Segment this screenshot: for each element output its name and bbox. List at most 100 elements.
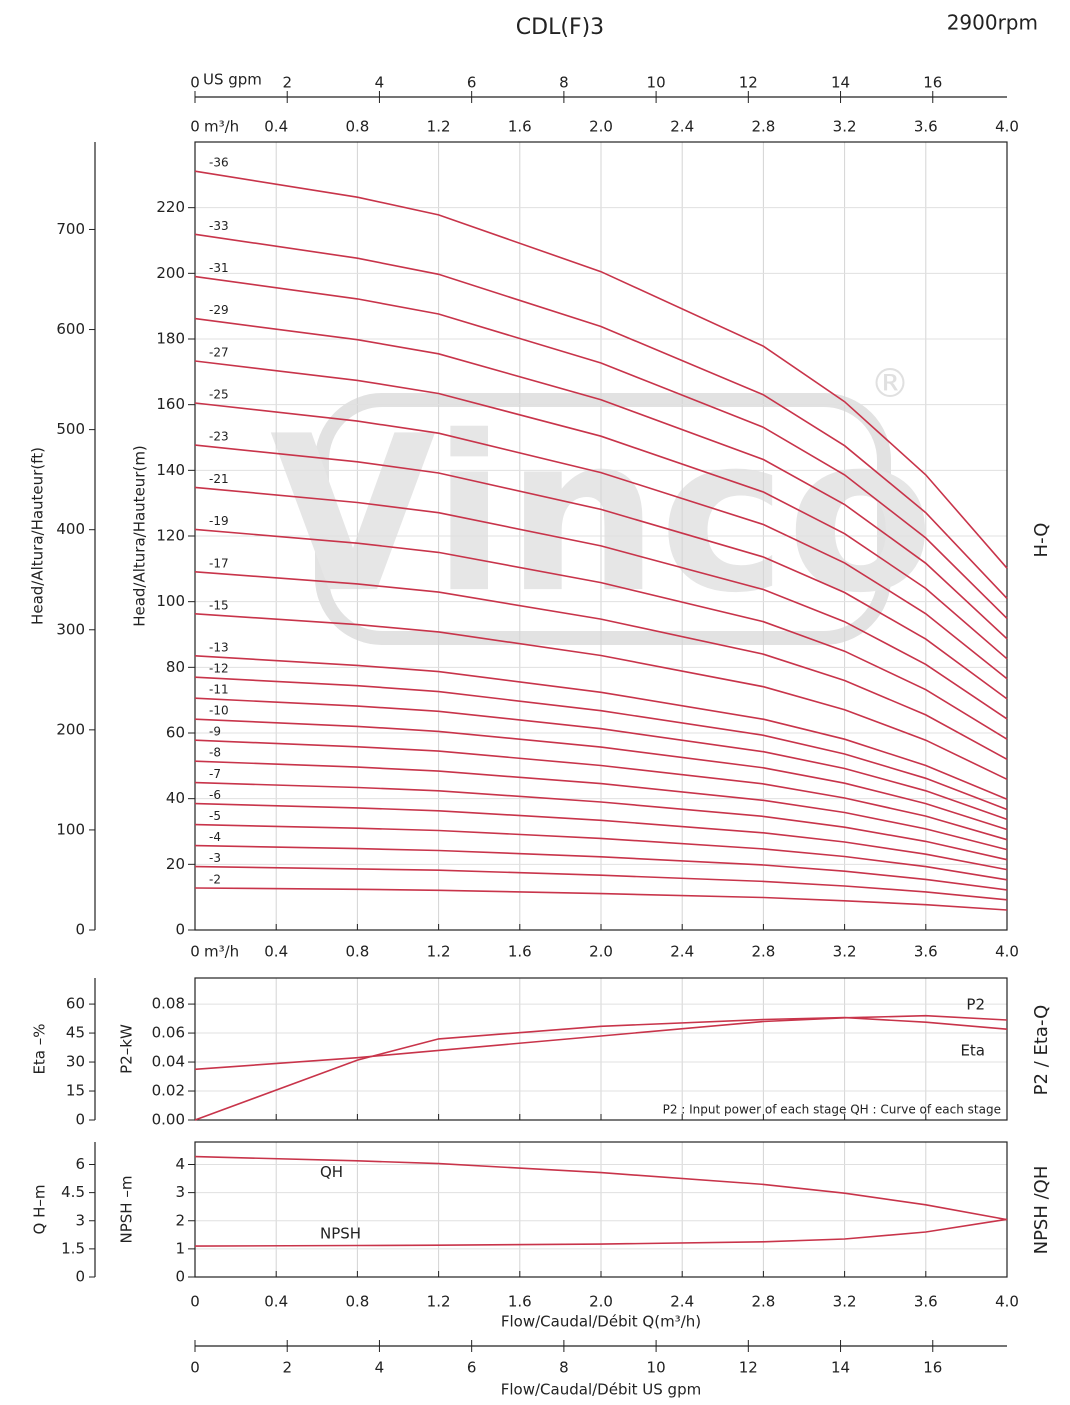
y-tick-label: 60 [166, 724, 185, 742]
x-tick-label: 3.2 [833, 1293, 857, 1311]
series-label: -31 [209, 261, 229, 275]
x-tick-label: 0.8 [345, 1293, 369, 1311]
series-label: -21 [209, 472, 229, 486]
series-label: -27 [209, 345, 229, 359]
x-tick-label: 4.0 [995, 1293, 1019, 1311]
series-label: -6 [209, 788, 221, 802]
series-label: -29 [209, 303, 229, 317]
curve [194, 718, 1008, 831]
y-tick-label: 3 [175, 1183, 185, 1201]
x2-tick-label: 12 [739, 74, 758, 92]
x2-tick-label: 8 [559, 1359, 569, 1377]
series-label: -8 [209, 746, 221, 760]
x-tick-label: 2.8 [751, 943, 775, 961]
series-label: -17 [209, 556, 229, 570]
x2-tick-label: 10 [647, 1359, 666, 1377]
x2-tick-label: 2 [282, 74, 292, 92]
curve [194, 865, 1008, 901]
series-label: -3 [209, 851, 221, 865]
y2-axis-label: Head/Altura/Hauteur(ft) [29, 447, 47, 625]
y-tick-label: 20 [166, 855, 185, 873]
y2-tick-label: 200 [56, 720, 85, 738]
y-tick-label: 140 [156, 461, 185, 479]
curve [194, 571, 1008, 761]
x-tick-label: 0 [190, 1293, 200, 1311]
y-tick-label: 80 [166, 658, 185, 676]
x-tick-label: 0.4 [264, 1293, 288, 1311]
plot-frame [194, 141, 1008, 931]
y2-tick-label: 600 [56, 320, 85, 338]
y2-tick-label: 0 [75, 1111, 85, 1129]
y2-axis-label: Q H–m [31, 1185, 49, 1235]
speed: 2900rpm [947, 11, 1038, 35]
x-tick-label: 3.2 [833, 943, 857, 961]
y2-tick-label: 400 [56, 520, 85, 538]
x2-tick-label: 8 [559, 74, 569, 92]
x-tick-label: 3.6 [914, 943, 938, 961]
x2-tick-label: 4 [375, 1359, 385, 1377]
series-label: -11 [209, 683, 229, 697]
curve [194, 486, 1008, 720]
x-tick-label: 0 [190, 943, 200, 961]
x-tick-label: 3.2 [833, 118, 857, 136]
section-label: H-Q [1031, 523, 1052, 558]
series-label: -9 [209, 725, 221, 739]
x2-tick-label: 0 [190, 1359, 200, 1377]
x2-tick-label: 6 [467, 74, 477, 92]
curve [194, 1155, 1008, 1221]
x-tick-label: 0.4 [264, 943, 288, 961]
series-label: -36 [209, 156, 229, 170]
section-label: NPSH /QH [1031, 1166, 1052, 1255]
series-label: -33 [209, 219, 229, 233]
y2-tick-label: 4.5 [61, 1183, 85, 1201]
y-axis-label: P2–kW [118, 1024, 136, 1074]
chart-title: CDL(F)3 [516, 15, 604, 40]
y2-tick-label: 0 [75, 921, 85, 939]
x2-tick-label: 14 [831, 74, 850, 92]
x-tick-label: 1.2 [427, 118, 451, 136]
y2-tick-label: 100 [56, 820, 85, 838]
series-label: -15 [209, 598, 229, 612]
y2-tick-label: 6 [75, 1155, 85, 1173]
y-tick-label: 100 [156, 592, 185, 610]
curve [194, 823, 1008, 881]
section-label: P2 / Eta-Q [1031, 1005, 1052, 1096]
x-tick-label: 1.2 [427, 1293, 451, 1311]
y2-tick-label: 300 [56, 620, 85, 638]
curve [194, 655, 1008, 801]
curve [194, 697, 1008, 821]
x-tick-label: 1.6 [508, 943, 532, 961]
curve [194, 844, 1008, 891]
watermark: Vinco [270, 389, 935, 640]
y-tick-label: 0 [175, 921, 185, 939]
plot-frame [194, 1141, 1008, 1278]
curve [194, 676, 1008, 811]
y2-tick-label: 15 [66, 1082, 85, 1100]
series-label: -10 [209, 704, 229, 718]
x-tick-label: 2.0 [589, 1293, 613, 1311]
x2-tick-label: 12 [739, 1359, 758, 1377]
x-axis-label: Flow/Caudal/Débit Q(m³/h) [501, 1313, 701, 1331]
curve [194, 402, 1008, 680]
y2-tick-label: 700 [56, 220, 85, 238]
x-tick-label: 4.0 [995, 118, 1019, 136]
y-tick-label: 200 [156, 264, 185, 282]
y2-tick-label: 3 [75, 1211, 85, 1229]
x-tick-label: 2.8 [751, 118, 775, 136]
x-unit: m³/h [204, 943, 239, 961]
x2-tick-label: 2 [282, 1359, 292, 1377]
y2-tick-label: 30 [66, 1053, 85, 1071]
y2-tick-label: 1.5 [61, 1239, 85, 1257]
x-unit: m³/h [204, 118, 239, 136]
curve [194, 528, 1008, 740]
x2-tick-label: 0 [190, 74, 200, 92]
series-label: -19 [209, 514, 229, 528]
series-label: P2 [966, 996, 985, 1014]
series-label: -5 [209, 809, 221, 823]
x-tick-label: 0.4 [264, 118, 288, 136]
curve [194, 739, 1008, 841]
x2-tick-label: 6 [467, 1359, 477, 1377]
y-tick-label: 0.04 [152, 1053, 185, 1071]
y2-tick-label: 45 [66, 1024, 85, 1042]
